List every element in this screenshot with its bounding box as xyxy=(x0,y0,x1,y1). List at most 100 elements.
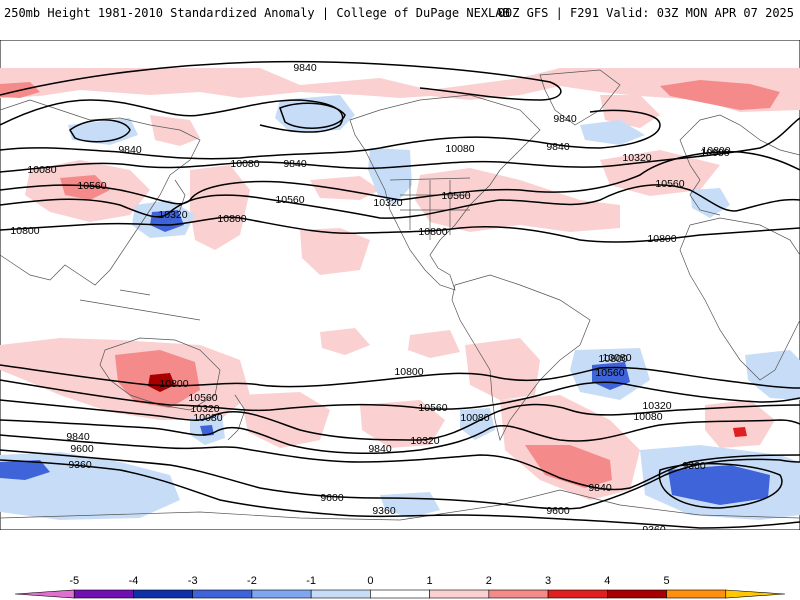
map-title: 250mb Height 1981-2010 Standardized Anom… xyxy=(4,6,510,20)
anomaly-shading xyxy=(0,68,800,520)
anomaly-positive-strong xyxy=(660,80,780,110)
map-header: 250mb Height 1981-2010 Standardized Anom… xyxy=(0,0,800,30)
contour-label: 9360 xyxy=(68,459,92,471)
contour-label: 9840 xyxy=(283,158,307,170)
coastline-asia xyxy=(0,99,201,286)
anomaly-positive-region xyxy=(408,330,460,358)
coastline-indonesia xyxy=(79,289,201,321)
colorbar-cell xyxy=(666,589,727,599)
contour-label: 10800 xyxy=(10,225,39,237)
contour-label: 10320 xyxy=(373,197,402,209)
anomaly-positive-region xyxy=(465,338,540,400)
coastline-new-zealand xyxy=(227,394,246,441)
colorbar-cells xyxy=(14,589,786,599)
colorbar-ticks: -5 -4 -3 -2 -1 0 1 2 3 4 5 xyxy=(69,575,669,587)
height-contours xyxy=(0,60,800,529)
contour-label: 9840 xyxy=(118,144,142,156)
contour-label: 10800 xyxy=(598,353,627,365)
anomaly-positive-strong xyxy=(525,445,612,488)
colorbar-cell xyxy=(725,589,786,599)
contour-label: 9840 xyxy=(546,141,570,153)
coastline-japan xyxy=(169,179,186,221)
contour-label: 10080 xyxy=(460,412,489,424)
anomaly-positive-region xyxy=(240,392,330,448)
contour-label: 10320 xyxy=(642,400,671,412)
model-run-info: 00Z GFS | F291 Valid: 03Z MON APR 07 202… xyxy=(497,6,794,20)
contour-label: 10320 xyxy=(190,403,219,415)
contour-label: 10080 xyxy=(700,147,729,159)
coastline-greenland xyxy=(539,69,621,126)
contour-10800-north xyxy=(0,216,800,243)
anomaly-negative-strong xyxy=(668,465,770,505)
contour-10560-south xyxy=(0,379,800,412)
colorbar-cell xyxy=(607,589,667,599)
contour-label: 9360 xyxy=(372,505,396,517)
contour-9840-loop xyxy=(68,119,131,143)
contour-9840-mid xyxy=(0,109,661,160)
contour-10320-north xyxy=(0,150,800,205)
contour-9360-south xyxy=(0,459,800,529)
contour-label: 10080 xyxy=(193,412,222,424)
colorbar-cell xyxy=(73,589,134,599)
contour-label: 10560 xyxy=(188,392,217,404)
coastline-south-america xyxy=(451,274,591,442)
anomaly-positive-region xyxy=(320,328,370,355)
contour-label: 9840 xyxy=(368,443,392,455)
anomaly-positive-extreme xyxy=(148,373,175,392)
anomaly-negative-region xyxy=(368,148,412,205)
contour-9600-south xyxy=(0,449,800,510)
contour-label: 10560 xyxy=(77,180,106,192)
contour-label: 10320 xyxy=(158,209,187,221)
colorbar-tick-label: -5 xyxy=(69,575,79,587)
colorbar-tick-label: 1 xyxy=(427,575,433,587)
contour-labels: 9840 9840 9840 9840 9840 9840 9840 9840 … xyxy=(10,62,730,530)
contour-label: 10800 xyxy=(701,145,730,157)
contour-label: 10560 xyxy=(418,402,447,414)
contour-label: 10560 xyxy=(595,367,624,379)
colorbar-tick-label: 4 xyxy=(604,575,610,587)
anomaly-positive-region xyxy=(600,150,720,196)
anomaly-negative-region xyxy=(580,120,645,145)
contour-label: 10560 xyxy=(655,178,684,190)
colorbar-cell xyxy=(429,589,490,599)
contour-label: 9600 xyxy=(320,492,344,504)
colorbar-tick-label: -4 xyxy=(129,575,139,587)
coastlines xyxy=(0,69,800,521)
colorbar-tick-label: 5 xyxy=(663,575,669,587)
colorbar-cell xyxy=(370,589,430,599)
anomaly-positive-region xyxy=(190,165,250,250)
colorbar-cell xyxy=(251,589,312,599)
anomaly-positive-region xyxy=(150,115,200,146)
anomaly-positive-strong xyxy=(733,427,747,437)
colorbar-tick-label: -3 xyxy=(188,575,198,587)
contour-label: 10560 xyxy=(441,190,470,202)
anomaly-negative-strong xyxy=(0,460,50,480)
contour-label: 9840 xyxy=(66,431,90,443)
anomaly-negative-strong xyxy=(150,210,184,232)
colorbar-cell xyxy=(14,589,75,599)
colorbar-cell xyxy=(547,589,608,599)
anomaly-positive-region xyxy=(300,228,370,275)
contour-label: 9600 xyxy=(70,443,94,455)
contour-10080-north xyxy=(0,117,800,173)
anomaly-positive-region xyxy=(705,400,775,448)
contour-10320-south xyxy=(0,399,800,441)
anomaly-positive-region xyxy=(360,400,445,448)
anomaly-positive-region xyxy=(0,68,800,112)
border-us-canada xyxy=(389,177,471,181)
contour-label: 10320 xyxy=(622,152,651,164)
contour-9840-south xyxy=(0,434,800,491)
contour-label: 10080 xyxy=(230,158,259,170)
anomaly-map: 9840 9840 9840 9840 9840 9840 9840 9840 … xyxy=(0,40,800,530)
coastline-australia xyxy=(99,337,221,411)
coastline-north-america xyxy=(349,94,541,291)
anomaly-positive-strong xyxy=(60,175,110,200)
colorbar-tick-label: 3 xyxy=(545,575,551,587)
contour-10800-south xyxy=(0,364,800,389)
contour-10080-south xyxy=(0,419,800,455)
colorbar-cell xyxy=(488,589,549,599)
colorbar-cell xyxy=(192,589,253,599)
contour-label: 9840 xyxy=(553,113,577,125)
contour-label: 10800 xyxy=(394,366,423,378)
coastline-europe xyxy=(679,114,800,216)
